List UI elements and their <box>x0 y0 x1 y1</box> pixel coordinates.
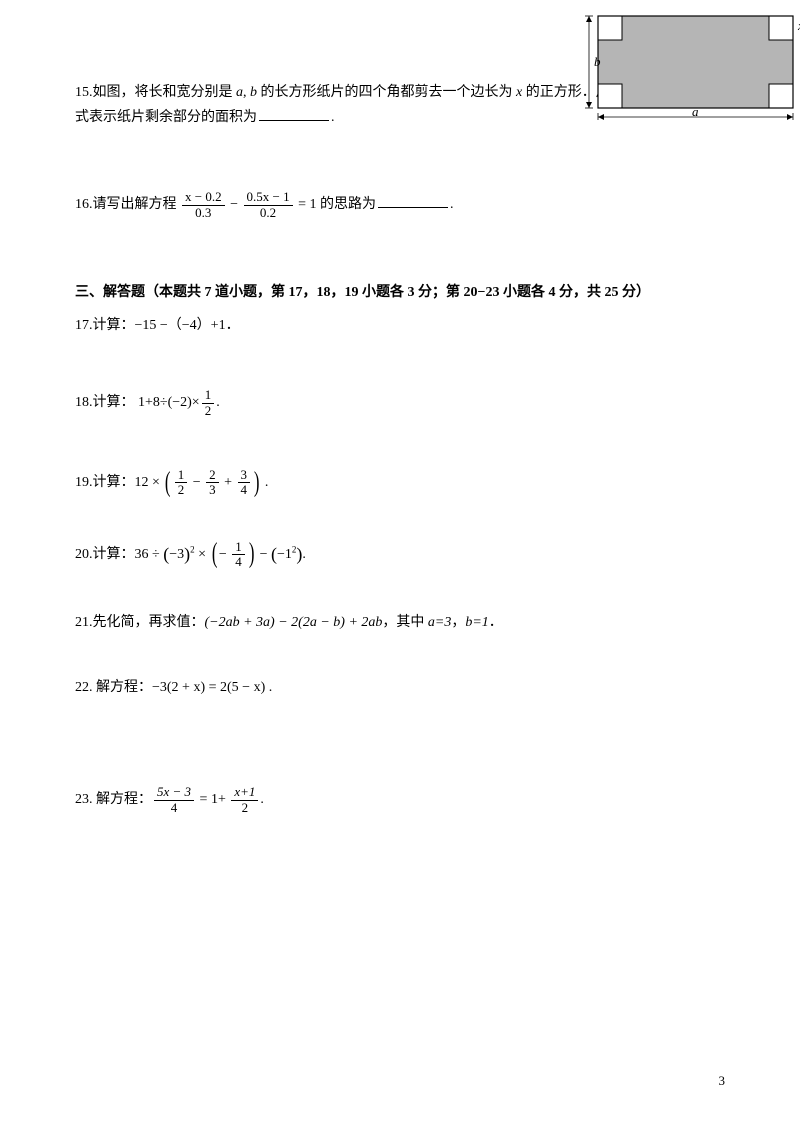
frac-2: 0.5x − 10.2 <box>244 190 293 220</box>
d: 2 <box>231 801 258 815</box>
question-22: 22. 解方程：−3(2 + x) = 2(5 − x) . <box>75 675 725 700</box>
q21-period: ． <box>489 615 503 630</box>
q19-f1: 12 <box>175 468 188 498</box>
question-17: 17.计算：−15 −（−4）+1． <box>75 313 725 338</box>
q20-number: 20. <box>75 547 93 562</box>
q23-label: 解方程： <box>93 792 153 807</box>
frac2-num: 0.5x − 1 <box>244 190 293 205</box>
q18-expr1: 1+8÷(−2)× <box>138 395 200 410</box>
q21-expr: (−2ab + 3a) − 2(2a − b) + 2ab <box>205 615 383 630</box>
n: 1 <box>175 468 188 483</box>
q16-minus: − <box>227 197 242 212</box>
q19-period: . <box>265 475 269 490</box>
q21-beq: b=1 <box>465 615 488 630</box>
n: 3 <box>238 468 251 483</box>
q19-expr1: 12 × <box>135 475 160 490</box>
n: 5x − 3 <box>154 785 194 800</box>
d: 2 <box>175 483 188 497</box>
q17-expr: −15 −（−4）+1． <box>135 318 240 333</box>
q19-number: 19. <box>75 475 93 490</box>
question-23: 23. 解方程：5x − 34 = 1+ x+12. <box>75 785 725 815</box>
q22-label: 解方程： <box>93 680 153 695</box>
neg3: −3 <box>169 547 184 562</box>
q15-text2: 的长方形纸片的四个角都剪去一个边长为 <box>257 85 516 100</box>
frac1-num: x − 0.2 <box>182 190 225 205</box>
d: 3 <box>206 483 219 497</box>
frac2-den: 0.2 <box>244 206 293 220</box>
minus2: − <box>256 547 271 562</box>
left-paren-icon: ( <box>211 543 217 565</box>
q19-label: 计算： <box>93 475 135 490</box>
question-21: 21.先化简，再求值：(−2ab + 3a) − 2(2a − b) + 2ab… <box>75 610 725 635</box>
d: 4 <box>238 483 251 497</box>
q18-frac: 12 <box>202 388 215 418</box>
q16-text2: 的思路为 <box>317 197 377 212</box>
frac-1: x − 0.20.3 <box>182 190 225 220</box>
q16-period: . <box>450 197 454 212</box>
question-18: 18.计算： 1+8÷(−2)×12. <box>75 388 725 418</box>
q15-text5: 式表示纸片剩余部分的面积为 <box>75 110 257 125</box>
n: 2 <box>206 468 219 483</box>
q16-number: 16. <box>75 197 93 212</box>
figure-label-b: b <box>594 54 601 69</box>
left-paren-icon: ( <box>165 472 171 494</box>
q21-comma: ， <box>451 615 465 630</box>
q23-eq: = 1+ <box>196 792 229 807</box>
figure-label-a: a <box>692 104 699 119</box>
q18-frac-den: 2 <box>202 404 215 418</box>
q22-number: 22. <box>75 680 93 695</box>
figure-svg: x b a <box>580 10 800 120</box>
q23-f2: x+12 <box>231 785 258 815</box>
q15-text1: 如图，将长和宽分别是 <box>93 85 237 100</box>
q15-var-b: b <box>250 85 257 100</box>
q23-number: 23. <box>75 792 93 807</box>
q20-f1: 14 <box>232 540 245 570</box>
q20-period: . <box>302 547 306 562</box>
q15-period: . <box>331 110 335 125</box>
q22-period: . <box>265 680 272 695</box>
d: 4 <box>154 801 194 815</box>
q19-m2: + <box>221 475 236 490</box>
section-3-header: 三、解答题（本题共 7 道小题，第 17，18，19 小题各 3 分；第 20−… <box>75 280 725 305</box>
question-19: 19.计算：12 × (12 − 23 + 34) . <box>75 468 725 498</box>
q16-eq: = 1 <box>295 197 317 212</box>
q22-expr: −3(2 + x) = 2(5 − x) <box>152 680 265 695</box>
frac1-den: 0.3 <box>182 206 225 220</box>
q23-f1: 5x − 34 <box>154 785 194 815</box>
d: 4 <box>232 555 245 569</box>
right-paren-icon: ) <box>254 472 260 494</box>
times: × <box>195 547 210 562</box>
q20-e1: 36 ÷ <box>135 547 164 562</box>
q21-number: 21. <box>75 615 93 630</box>
q19-f2: 23 <box>206 468 219 498</box>
q21-t2: ，其中 <box>382 615 428 630</box>
q17-number: 17. <box>75 318 93 333</box>
q18-label: 计算： <box>93 395 139 410</box>
q21-aeq: a=3 <box>428 615 451 630</box>
q16-text1: 请写出解方程 <box>93 197 181 212</box>
q19-f3: 34 <box>238 468 251 498</box>
fill-blank[interactable] <box>259 106 329 121</box>
q18-number: 18. <box>75 395 93 410</box>
q18-period: . <box>216 395 220 410</box>
q20-label: 计算： <box>93 547 135 562</box>
negsign: − <box>219 547 230 562</box>
n: x+1 <box>231 785 258 800</box>
rectangle-corner-figure: x b a <box>580 10 800 129</box>
q15-number: 15. <box>75 85 93 100</box>
question-16: 16.请写出解方程 x − 0.20.3 − 0.5x − 10.2 = 1 的… <box>75 190 725 220</box>
q15-var-a: a <box>236 85 243 100</box>
fill-blank[interactable] <box>378 193 448 208</box>
q15-comma: , <box>243 85 250 100</box>
q21-label: 先化简，再求值： <box>93 615 205 630</box>
neg1: −1 <box>277 547 292 562</box>
right-paren-icon: ) <box>249 543 255 565</box>
page-number: 3 <box>719 1069 726 1092</box>
q18-frac-num: 1 <box>202 388 215 403</box>
q23-period: . <box>260 792 264 807</box>
q17-label: 计算： <box>93 318 135 333</box>
question-20: 20.计算：36 ÷ (−3)2 × (− 14) − (−12). <box>75 538 725 570</box>
q19-m1: − <box>189 475 204 490</box>
n: 1 <box>232 540 245 555</box>
